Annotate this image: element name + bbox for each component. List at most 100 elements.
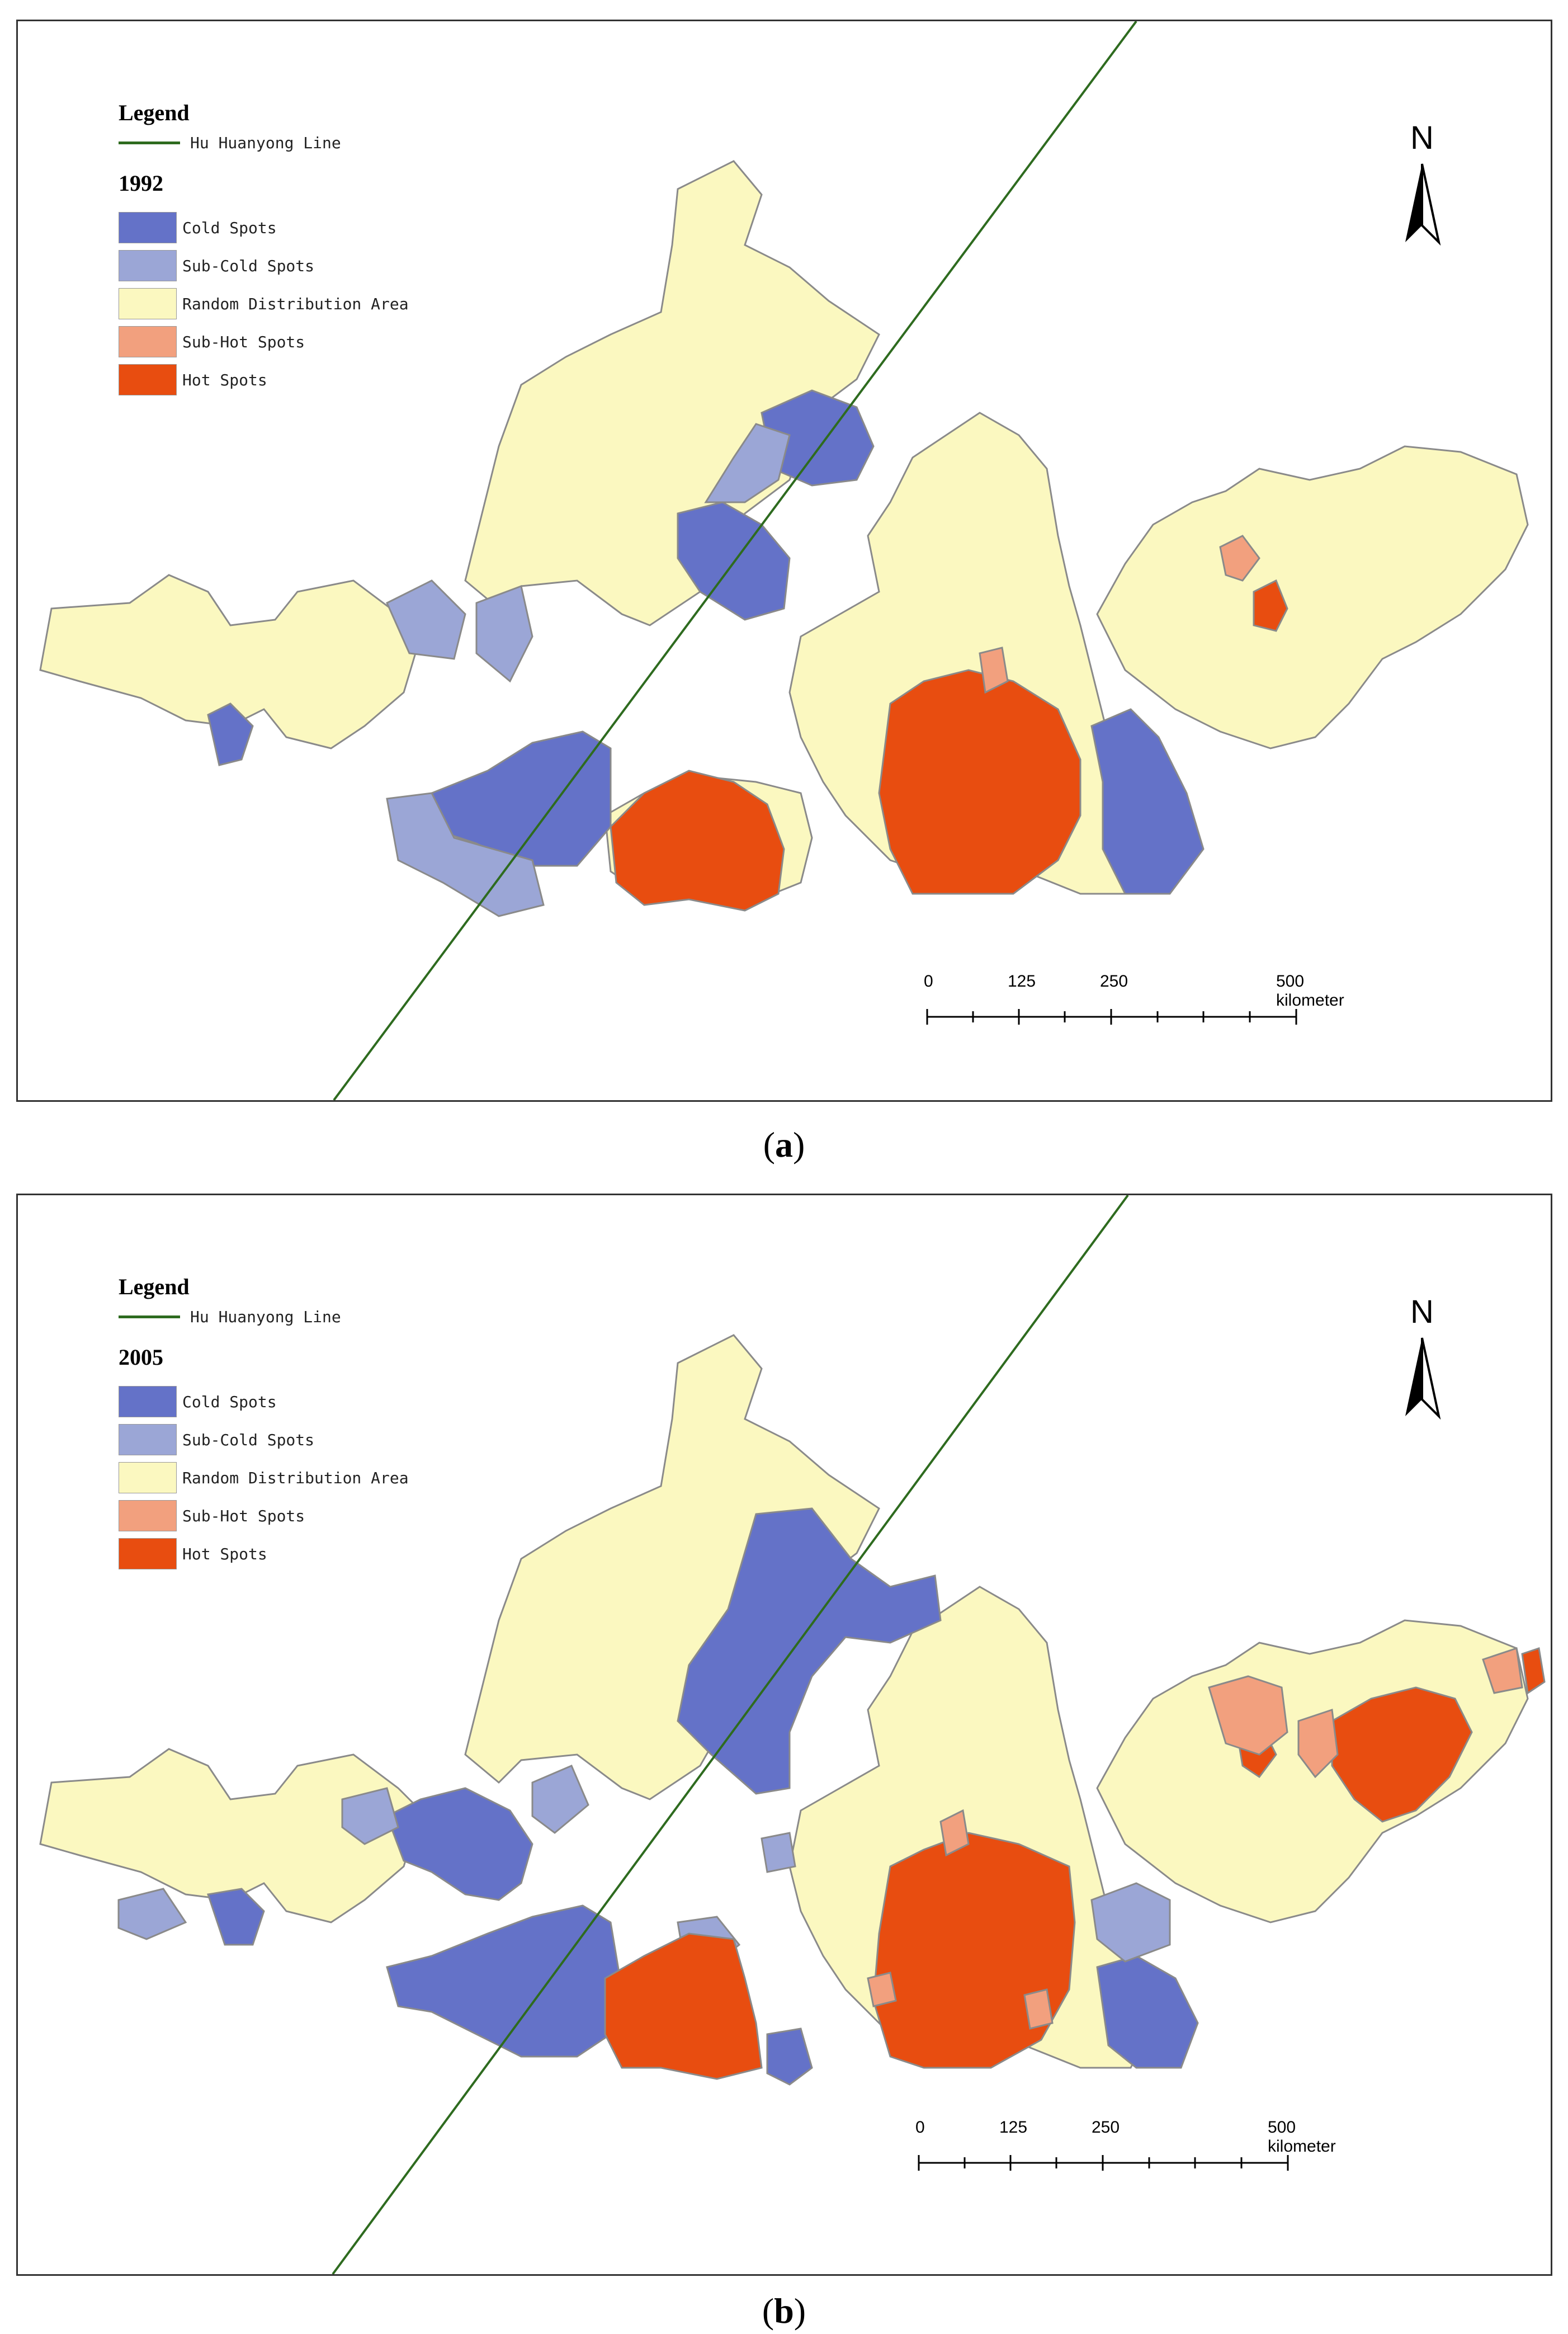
legend-label-sub-hot: Sub-Hot Spots (182, 1506, 305, 1525)
north-arrow: N (1388, 1293, 1456, 1439)
cold-spot-south (766, 2027, 813, 2086)
legend-entry-random: Random Distribution Area (119, 285, 409, 323)
scale-tick-125: 125 (999, 2118, 1028, 2137)
hot-spot-central (878, 669, 1081, 895)
cold-spot-regions (207, 1507, 1199, 2086)
cold-spot-far-west (207, 702, 254, 766)
legend-entry-hot: Hot Spots (119, 1535, 409, 1573)
scale-tick-0: 0 (924, 972, 933, 991)
legend-entry-cold: Cold Spots (119, 1383, 409, 1421)
legend-title: Legend (119, 1274, 190, 1299)
legend-label-sub-cold: Sub-Cold Spots (182, 256, 315, 275)
north-arrow-icon (1405, 163, 1441, 246)
legend-title: Legend (119, 100, 190, 125)
cold-spot-west (386, 1787, 533, 1901)
sub-hot-regions (979, 535, 1260, 694)
sub-cold-4 (386, 792, 545, 917)
hot-spot-central (872, 1832, 1076, 2069)
legend-line-label: Hu Huanyong Line (190, 134, 341, 152)
north-label: N (1410, 1294, 1434, 1330)
legend-label-sub-cold: Sub-Cold Spots (182, 1430, 315, 1449)
legend-entry-sub-cold: Sub-Cold Spots (119, 1421, 409, 1459)
sub-cold-1 (341, 1787, 399, 1845)
cold-spot-far-west (207, 1888, 265, 1946)
hu-huanyong-line (333, 21, 1137, 1100)
map-canvas-1992 (39, 21, 1529, 1100)
sub-hot-6 (1023, 1988, 1054, 2030)
sub-cold-4 (1090, 1882, 1171, 1963)
map-panel-2005: Legend Hu Huanyong Line 2005 Cold Spots … (16, 1194, 1552, 2276)
hot-spot-tip (1521, 1647, 1546, 1695)
swatch-random (119, 1462, 177, 1493)
sub-hot-3 (1482, 1647, 1523, 1694)
legend-label-cold: Cold Spots (182, 1392, 277, 1411)
region-east (1096, 445, 1529, 749)
legend-label-sub-hot: Sub-Hot Spots (182, 332, 305, 351)
region-north-plateau (464, 1334, 880, 1800)
legend-label-random: Random Distribution Area (182, 1468, 409, 1487)
sub-cold-6 (761, 1832, 796, 1873)
cold-spot-regions (207, 389, 1205, 895)
sub-cold-3 (475, 584, 533, 683)
swatch-sub-cold (119, 1424, 177, 1455)
legend-line-swatch (119, 142, 180, 144)
hot-spot-west (604, 1932, 763, 2080)
legend-entry-cold: Cold Spots (119, 209, 409, 247)
cold-spot-east (1090, 708, 1205, 895)
north-arrow-icon (1405, 1337, 1441, 1420)
legend-label-random: Random Distribution Area (182, 294, 409, 313)
scale-bar: 0 125 250 500 kilometer (924, 972, 1344, 1039)
scale-bar-line (918, 2155, 1289, 2171)
hot-spot-west (610, 770, 785, 912)
swatch-random (119, 288, 177, 319)
swatch-sub-hot (119, 1500, 177, 1531)
hot-spot-east (1253, 579, 1288, 632)
scale-tick-250: 250 (1100, 972, 1128, 991)
legend-label-hot: Hot Spots (182, 1544, 267, 1563)
swatch-cold (119, 212, 177, 243)
swatch-cold (119, 1386, 177, 1417)
sub-hot-1 (1208, 1675, 1288, 1756)
sub-hot-regions (867, 1647, 1523, 2030)
legend-label-cold: Cold Spots (182, 218, 277, 237)
caption-a: (a) (763, 1125, 805, 1164)
cold-spot-east (1096, 1955, 1199, 2069)
region-north-plateau (464, 160, 880, 626)
legend-line-entry: Hu Huanyong Line (119, 1308, 409, 1326)
sub-cold-regions (386, 423, 791, 917)
sub-hot-5 (867, 1972, 897, 2007)
region-west (39, 574, 422, 749)
hot-spot-east (1331, 1686, 1473, 1823)
legend-year: 2005 (119, 1345, 163, 1370)
legend-line-label: Hu Huanyong Line (190, 1308, 341, 1326)
north-arrow: N (1388, 119, 1456, 265)
legend-entry-sub-hot: Sub-Hot Spots (119, 1497, 409, 1535)
caption-b-letter: b (774, 2291, 794, 2331)
hu-huanyong-line (332, 1195, 1129, 2274)
sub-cold-2 (531, 1765, 589, 1834)
legend-line-swatch (119, 1315, 180, 1318)
cold-spot-north (677, 1507, 942, 1795)
swatch-sub-hot (119, 326, 177, 357)
legend-line-entry: Hu Huanyong Line (119, 134, 409, 152)
legend-entry-sub-hot: Sub-Hot Spots (119, 323, 409, 361)
legend-year: 1992 (119, 171, 163, 196)
legend-entry-sub-cold: Sub-Cold Spots (119, 247, 409, 285)
sub-hot-2 (1297, 1708, 1339, 1779)
scale-tick-125: 125 (1008, 972, 1036, 991)
caption-b: (b) (762, 2291, 806, 2331)
scale-tick-500: 500 kilometer (1276, 972, 1344, 1010)
legend-label-hot: Hot Spots (182, 370, 267, 389)
sub-cold-3 (117, 1888, 187, 1940)
sub-hot-1 (1219, 535, 1260, 582)
legend-entry-random: Random Distribution Area (119, 1459, 409, 1497)
sub-cold-2 (386, 579, 466, 660)
legend-entry-hot: Hot Spots (119, 361, 409, 399)
hot-spot-regions (610, 579, 1288, 912)
scale-bar-line (926, 1009, 1297, 1025)
swatch-hot (119, 364, 177, 395)
sub-hot-2 (979, 647, 1009, 694)
region-west (39, 1748, 422, 1923)
legend: Legend Hu Huanyong Line 2005 Cold Spots … (119, 1274, 409, 1573)
scale-bar: 0 125 250 500 kilometer (915, 2118, 1336, 2185)
